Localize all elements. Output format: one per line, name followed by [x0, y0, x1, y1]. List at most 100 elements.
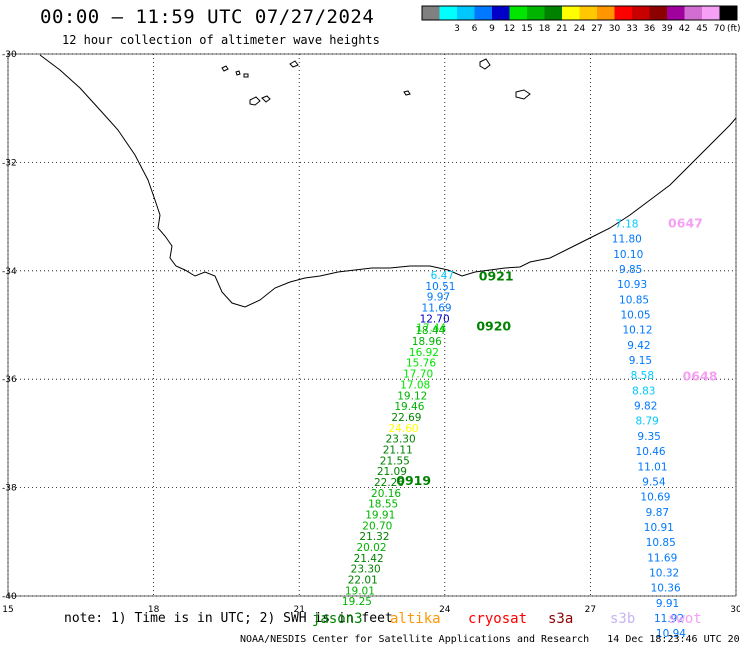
wave-height-value: 22.01: [348, 575, 378, 587]
legend-swatch: [579, 6, 597, 20]
wave-height-value: 19.25: [342, 596, 372, 608]
wave-height-value: 10.91: [644, 522, 674, 534]
credit-line: NOAA/NESDIS Center for Satellite Applica…: [240, 634, 740, 645]
wave-height-value: 10.05: [621, 309, 651, 321]
satellite-tracks: 6.4710.519.9711.6912.7017.4418.4418.9616…: [342, 215, 717, 640]
legend-swatch: [667, 6, 685, 20]
wave-height-value: 9.15: [629, 355, 652, 367]
wave-height-value: 11.80: [612, 234, 642, 246]
wave-height-value: 11.92: [654, 613, 684, 625]
wave-height-value: 16.92: [409, 347, 439, 359]
pass-label: 0919: [396, 473, 431, 488]
wave-height-value: 18.44: [415, 325, 445, 337]
wave-height-value: 22.69: [391, 412, 421, 424]
pass-label: 0648: [683, 368, 718, 383]
wave-height-value: 10.10: [613, 249, 643, 261]
satellite-legend-s3a: s3a: [548, 611, 574, 627]
legend-swatch: [562, 6, 580, 20]
wave-height-value: 8.58: [631, 370, 654, 382]
legend-tick-label: 70: [714, 24, 726, 34]
legend-border: [421, 5, 738, 21]
legend-swatch: [509, 6, 527, 20]
satellite-legend-swot: swot: [668, 611, 702, 627]
legend-tick-label: 15: [521, 24, 532, 34]
wave-height-value: 7.18: [615, 218, 638, 230]
wave-height-value: 10.85: [619, 294, 649, 306]
lon-tick-label: 24: [439, 605, 451, 615]
legend-tick-label: 39: [661, 24, 673, 34]
legend-swatch: [527, 6, 545, 20]
wave-height-value: 10.69: [640, 492, 670, 504]
lon-tick-label: 27: [585, 605, 596, 615]
legend-swatch: [439, 6, 457, 20]
legend-swatch: [702, 6, 720, 20]
wave-height-value: 17.70: [403, 369, 433, 381]
wave-height-value: 20.70: [362, 520, 392, 532]
lon-tick-label: 21: [293, 605, 304, 615]
legend-swatch: [474, 6, 492, 20]
wave-height-value: 6.47: [431, 270, 454, 282]
wave-height-value: 9.54: [642, 476, 666, 488]
wave-height-value: 9.82: [634, 401, 657, 413]
wave-height-value: 10.51: [425, 281, 455, 293]
legend-tick-label: 30: [609, 24, 621, 34]
wave-height-value: 18.55: [368, 499, 398, 511]
color-legend: 3 6 9 12 15 18 21 24 27 30 33 36 39 42 45 70 (ft): [421, 5, 740, 34]
wave-height-value: 9.85: [619, 264, 642, 276]
lon-tick-label: 18: [148, 605, 160, 615]
island-shape: [221, 65, 229, 72]
map-title: 00:00 – 11:59 UTC 07/27/2024: [40, 6, 375, 28]
legend-tick-label: 6: [472, 24, 478, 34]
track-jason3: 6.4710.519.9711.6912.7017.4418.4418.9616…: [342, 269, 514, 609]
lat-tick-label: -40: [2, 592, 17, 602]
wave-height-value: 11.69: [647, 552, 677, 564]
legend-tick-label: 45: [696, 24, 707, 34]
legend-swatch: [422, 6, 440, 20]
legend-tick-label: 21: [556, 24, 567, 34]
legend-swatch: [719, 6, 737, 20]
lat-tick-label: -34: [2, 267, 17, 277]
wave-height-value: 19.91: [365, 509, 395, 521]
satellite-legend-s3b: s3b: [610, 611, 636, 627]
wave-height-value: 9.35: [637, 431, 660, 443]
legend-tick-label: 27: [591, 24, 602, 34]
legend-swatch: [544, 6, 562, 20]
legend-tick-label: 3: [454, 24, 460, 34]
legend-tick-label: 24: [574, 24, 586, 34]
satellite-legend-altika: altika: [390, 611, 441, 627]
wave-height-value: 10.32: [649, 567, 679, 579]
wave-height-value: 21.42: [354, 553, 384, 565]
island-shape: [235, 70, 249, 78]
wave-height-value: 9.87: [646, 507, 669, 519]
wave-height-value: 11.69: [422, 302, 452, 314]
wave-height-value: 9.42: [627, 340, 650, 352]
wave-height-value: 12.70: [420, 313, 450, 325]
wave-height-value: 19.12: [397, 390, 427, 402]
legend-swatch: [684, 6, 702, 20]
wave-height-value: 17.08: [400, 379, 430, 391]
map-subtitle: 12 hour collection of altimeter wave hei…: [62, 33, 380, 47]
legend-swatch: [649, 6, 667, 20]
wave-height-value: 19.46: [394, 401, 424, 413]
wave-height-value: 18.96: [412, 336, 442, 348]
pass-label: 0921: [479, 269, 514, 284]
lon-tick-label: 30: [730, 605, 740, 615]
legend-tick-label: 42: [679, 24, 690, 34]
legend-swatch: [492, 6, 510, 20]
footer-note: note: 1) Time is in UTC; 2) SWH is in fe…: [64, 611, 393, 626]
wave-height-value: 11.01: [637, 461, 667, 473]
wave-height-value: 9.91: [656, 598, 679, 610]
satellite-legend-cryosat: cryosat: [468, 611, 528, 627]
wave-height-value: 9.97: [427, 292, 450, 304]
wave-height-value: 17.44: [416, 323, 446, 335]
wave-height-value: 8.79: [635, 416, 658, 428]
coastline: [39, 54, 737, 308]
wave-height-value: 22.26: [374, 477, 404, 489]
legend-swatch: [457, 6, 475, 20]
wave-height-value: 21.55: [380, 455, 410, 467]
wave-height-value: 19.01: [345, 585, 375, 597]
wave-height-value: 23.30: [351, 564, 381, 576]
wave-height-value: 21.11: [383, 444, 413, 456]
legend-tick-label: 33: [626, 24, 637, 34]
